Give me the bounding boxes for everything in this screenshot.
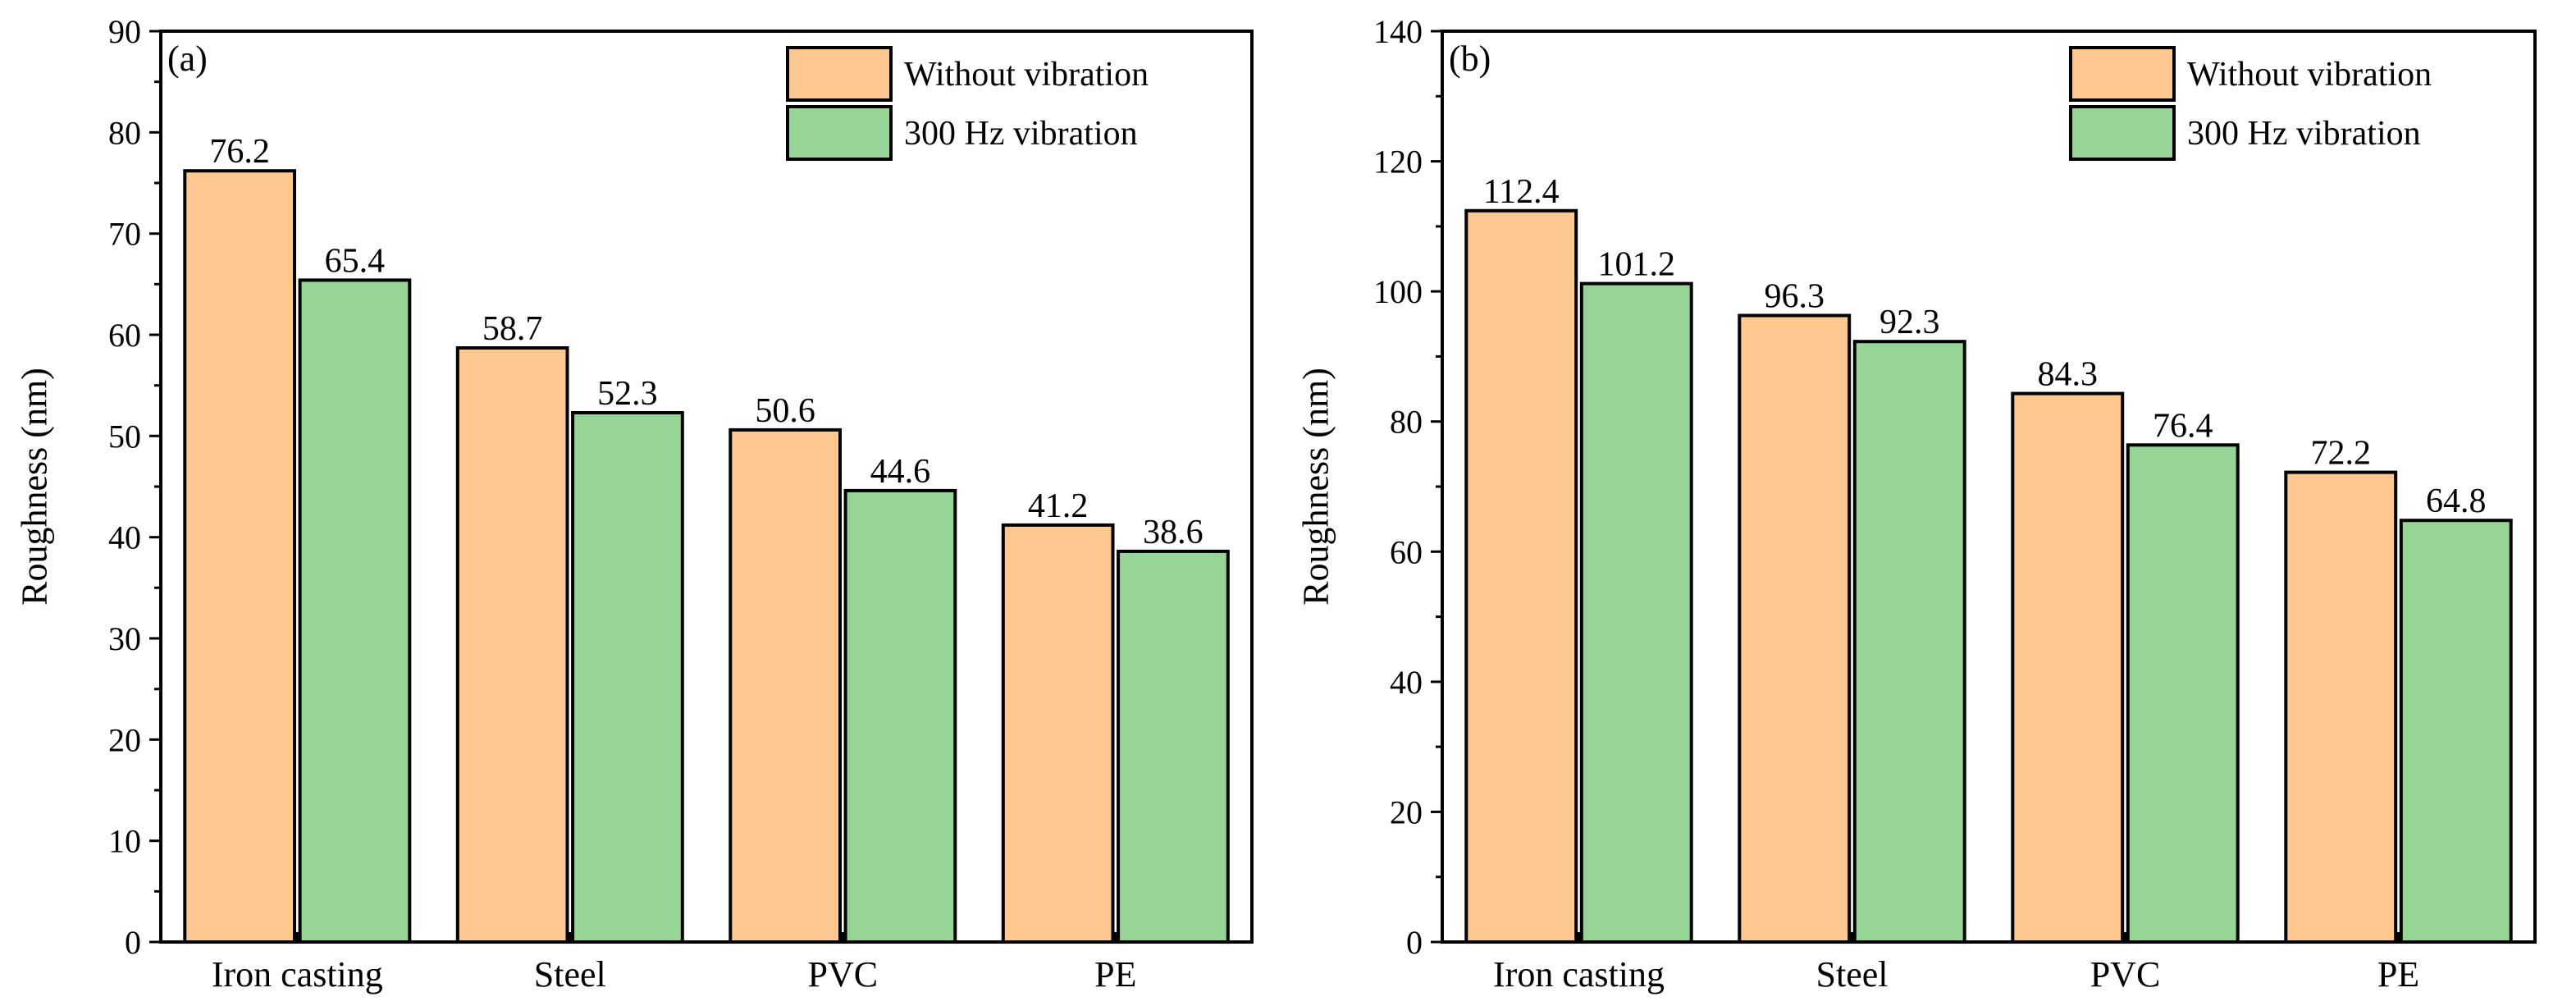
y-tick-label: 20 bbox=[108, 721, 141, 758]
y-tick-label: 0 bbox=[125, 924, 141, 961]
panel-tag: (a) bbox=[167, 39, 208, 79]
legend-swatch-without-vibration bbox=[786, 46, 893, 102]
bar-300hz-vibration bbox=[843, 488, 957, 944]
panel-tag: (b) bbox=[1449, 39, 1491, 79]
y-axis-title: Roughness (nm) bbox=[1296, 368, 1336, 606]
y-tick-label: 50 bbox=[108, 418, 141, 455]
data-label-300hz-vibration: 65.4 bbox=[325, 242, 386, 280]
x-tick-label: Iron casting bbox=[212, 954, 383, 995]
plot-frame bbox=[159, 30, 1254, 944]
x-tick-label: Steel bbox=[1816, 954, 1889, 995]
bar-without-vibration bbox=[1738, 313, 1852, 944]
y-tick-label: 10 bbox=[108, 823, 141, 860]
bar-300hz-vibration bbox=[571, 411, 684, 944]
bar-without-vibration bbox=[183, 169, 296, 944]
y-tick-label: 60 bbox=[1390, 533, 1423, 570]
bar-300hz-vibration bbox=[1579, 281, 1693, 944]
y-tick-label: 40 bbox=[1390, 664, 1423, 701]
data-label-without-vibration: 58.7 bbox=[482, 310, 543, 348]
y-tick-label: 120 bbox=[1373, 144, 1423, 181]
data-label-without-vibration: 76.2 bbox=[209, 133, 270, 171]
y-tick-label: 20 bbox=[1390, 793, 1423, 830]
y-tick-label: 60 bbox=[108, 317, 141, 354]
data-label-without-vibration: 84.3 bbox=[2037, 356, 2098, 394]
data-label-300hz-vibration: 38.6 bbox=[1143, 514, 1204, 551]
y-tick-label: 80 bbox=[108, 114, 141, 151]
legend-label-without-vibration: Without vibration bbox=[2187, 56, 2432, 94]
legend-label-300hz-vibration: 300 Hz vibration bbox=[2187, 115, 2421, 153]
y-tick-label: 40 bbox=[108, 519, 141, 556]
bar-without-vibration bbox=[728, 428, 842, 944]
data-label-without-vibration: 41.2 bbox=[1028, 487, 1089, 525]
bar-300hz-vibration bbox=[1852, 340, 1966, 944]
bar-300hz-vibration bbox=[2126, 443, 2240, 944]
data-label-without-vibration: 50.6 bbox=[755, 392, 815, 430]
data-label-300hz-vibration: 101.2 bbox=[1598, 246, 1676, 284]
data-label-without-vibration: 112.4 bbox=[1483, 173, 1560, 211]
x-tick-label: Iron casting bbox=[1493, 954, 1665, 995]
data-label-300hz-vibration: 92.3 bbox=[1879, 304, 1940, 341]
data-label-without-vibration: 72.2 bbox=[2310, 435, 2371, 473]
x-tick-label: Steel bbox=[534, 954, 606, 995]
y-tick-label: 80 bbox=[1390, 404, 1423, 441]
data-label-300hz-vibration: 44.6 bbox=[870, 453, 931, 491]
bar-without-vibration bbox=[2284, 470, 2398, 944]
y-tick-label: 90 bbox=[108, 13, 141, 50]
y-tick-label: 140 bbox=[1373, 13, 1423, 50]
bar-300hz-vibration bbox=[1117, 549, 1230, 944]
legend-swatch-300hz-vibration bbox=[786, 105, 893, 161]
data-label-without-vibration: 96.3 bbox=[1764, 278, 1825, 316]
y-tick-label: 0 bbox=[1406, 924, 1423, 961]
bar-without-vibration bbox=[1001, 523, 1115, 944]
x-tick-label: PVC bbox=[808, 954, 879, 995]
y-axis-title: Roughness (nm) bbox=[15, 368, 55, 606]
legend-swatch-300hz-vibration bbox=[2069, 105, 2176, 161]
bar-without-vibration bbox=[2011, 391, 2125, 944]
data-label-300hz-vibration: 64.8 bbox=[2426, 482, 2487, 520]
bar-without-vibration bbox=[455, 346, 569, 944]
plot-frame bbox=[1441, 30, 2537, 944]
chart-b: 112.4 101.2 Iron casting 96.3 92.3 Steel 84.3 7… bbox=[1296, 13, 2537, 995]
legend-swatch-without-vibration bbox=[2069, 46, 2176, 102]
x-tick-label: PVC bbox=[2090, 954, 2161, 995]
legend-label-without-vibration: Without vibration bbox=[904, 56, 1149, 94]
x-tick-label: PE bbox=[1094, 954, 1136, 995]
bar-300hz-vibration bbox=[298, 278, 412, 944]
bar-300hz-vibration bbox=[2399, 519, 2513, 944]
legend-label-300hz-vibration: 300 Hz vibration bbox=[904, 115, 1138, 153]
y-tick-label: 100 bbox=[1373, 273, 1423, 310]
data-label-300hz-vibration: 76.4 bbox=[2153, 407, 2213, 445]
bar-without-vibration bbox=[1464, 208, 1578, 944]
chart-a: 76.2 65.4 Iron casting 58.7 52.3 Steel 50.6 44.… bbox=[15, 13, 1254, 995]
y-tick-label: 70 bbox=[108, 216, 141, 253]
x-tick-label: PE bbox=[2377, 954, 2419, 995]
data-label-300hz-vibration: 52.3 bbox=[597, 375, 658, 413]
y-tick-label: 30 bbox=[108, 620, 141, 657]
